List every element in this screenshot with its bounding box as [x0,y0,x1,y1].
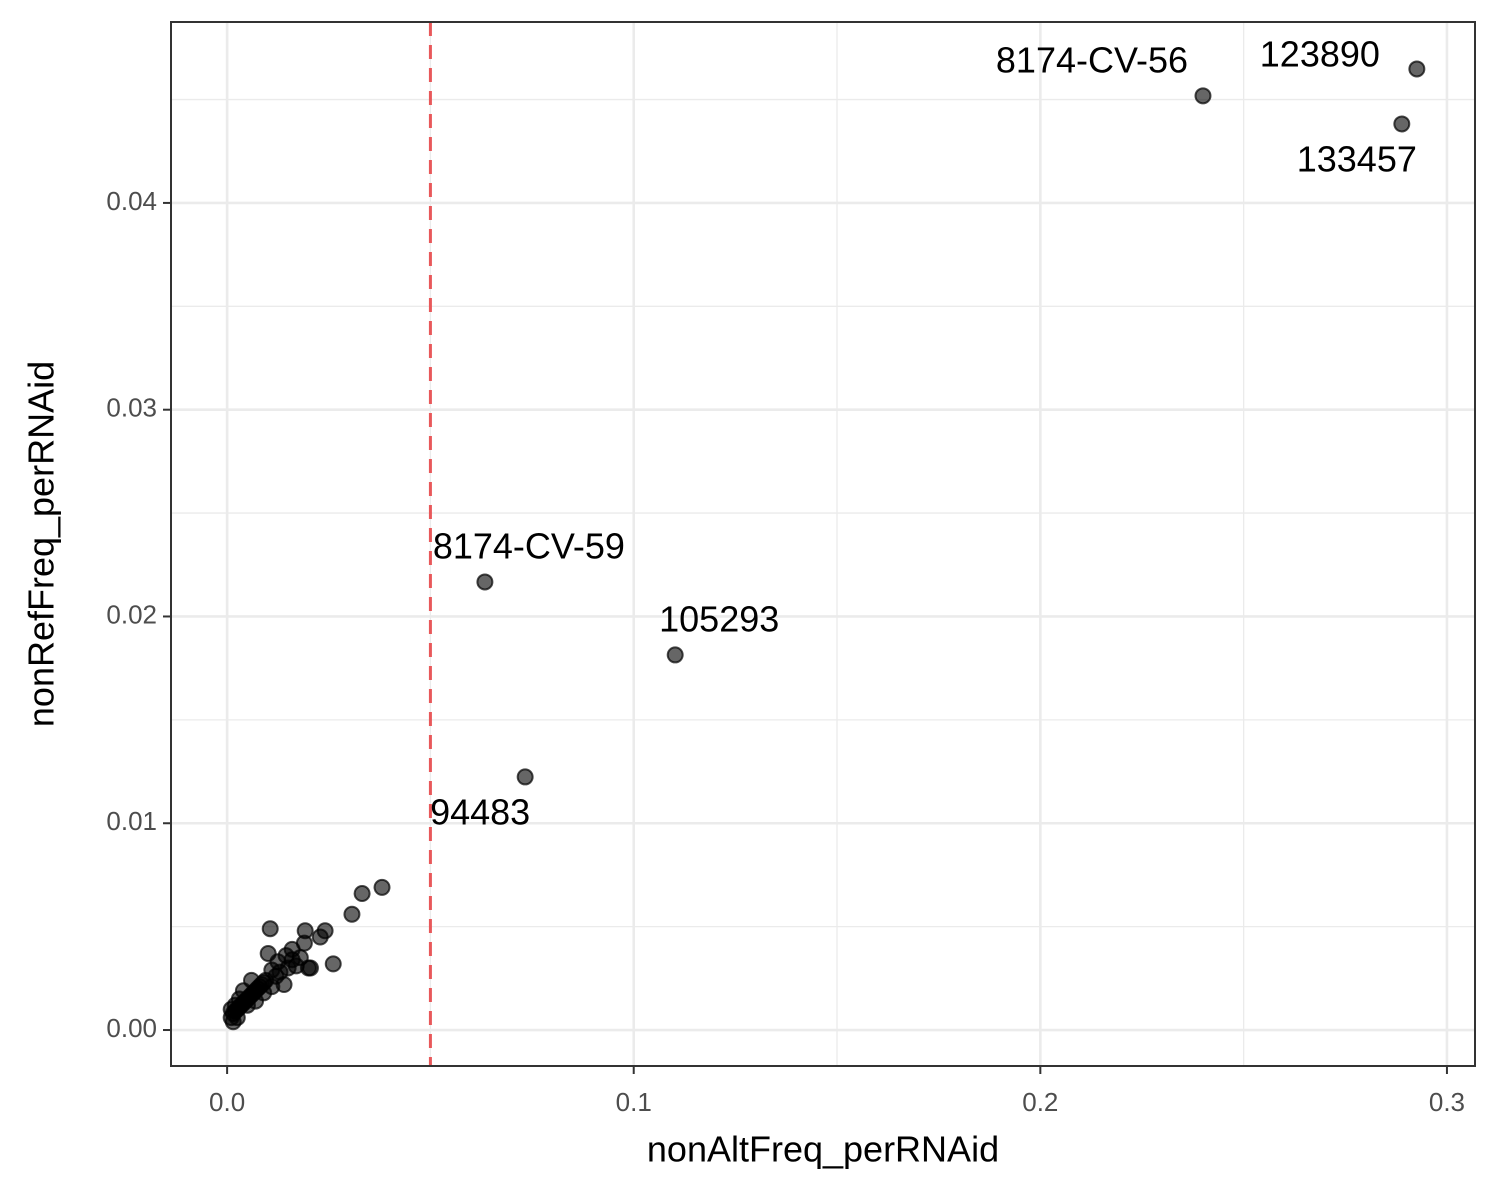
y-tick-label: 0.00 [106,1013,157,1043]
point [316,922,334,940]
point [1393,115,1411,133]
point [301,959,319,977]
point [666,646,684,664]
y-tick-label: 0.02 [106,599,157,629]
x-tick-label: 0.3 [1429,1087,1465,1117]
x-tick-label: 0.1 [616,1087,652,1117]
point [261,920,279,938]
y-tick-label: 0.03 [106,393,157,423]
y-axis-title: nonRefFreq_perRNAid [21,361,62,727]
x-tick-label: 0.2 [1022,1087,1058,1117]
point-label: 8174-CV-56 [996,39,1188,80]
point-label: 105293 [659,598,779,639]
point [1408,60,1426,78]
x-tick-label: 0.0 [209,1087,245,1117]
point [1194,87,1212,105]
point-label: 133457 [1297,138,1417,179]
point [228,1009,246,1027]
y-tick-label: 0.01 [106,806,157,836]
plot-border [170,21,1476,1067]
point [373,878,391,896]
point [343,905,361,923]
point [277,947,295,965]
y-tick-label: 0.04 [106,186,157,216]
point [324,955,342,973]
point [275,976,293,994]
point-label: 8174-CV-59 [433,525,625,566]
x-axis-title: nonAltFreq_perRNAid [647,1129,999,1170]
point-label: 123890 [1260,33,1380,74]
point [476,573,494,591]
point-label: 94483 [430,791,530,832]
point [516,768,534,786]
point [353,885,371,903]
point [296,922,314,940]
